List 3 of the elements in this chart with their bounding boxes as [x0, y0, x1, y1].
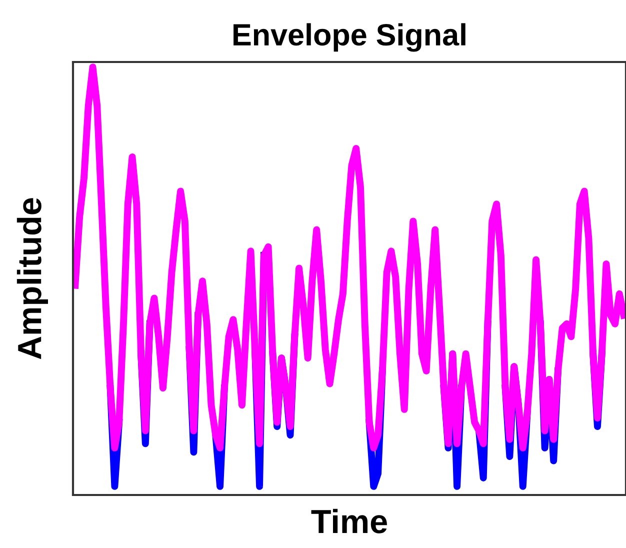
x-axis-title: Time [311, 508, 387, 534]
y-axis-title: Amplitude [16, 198, 48, 360]
chart-title: Envelope Signal [234, 23, 466, 52]
